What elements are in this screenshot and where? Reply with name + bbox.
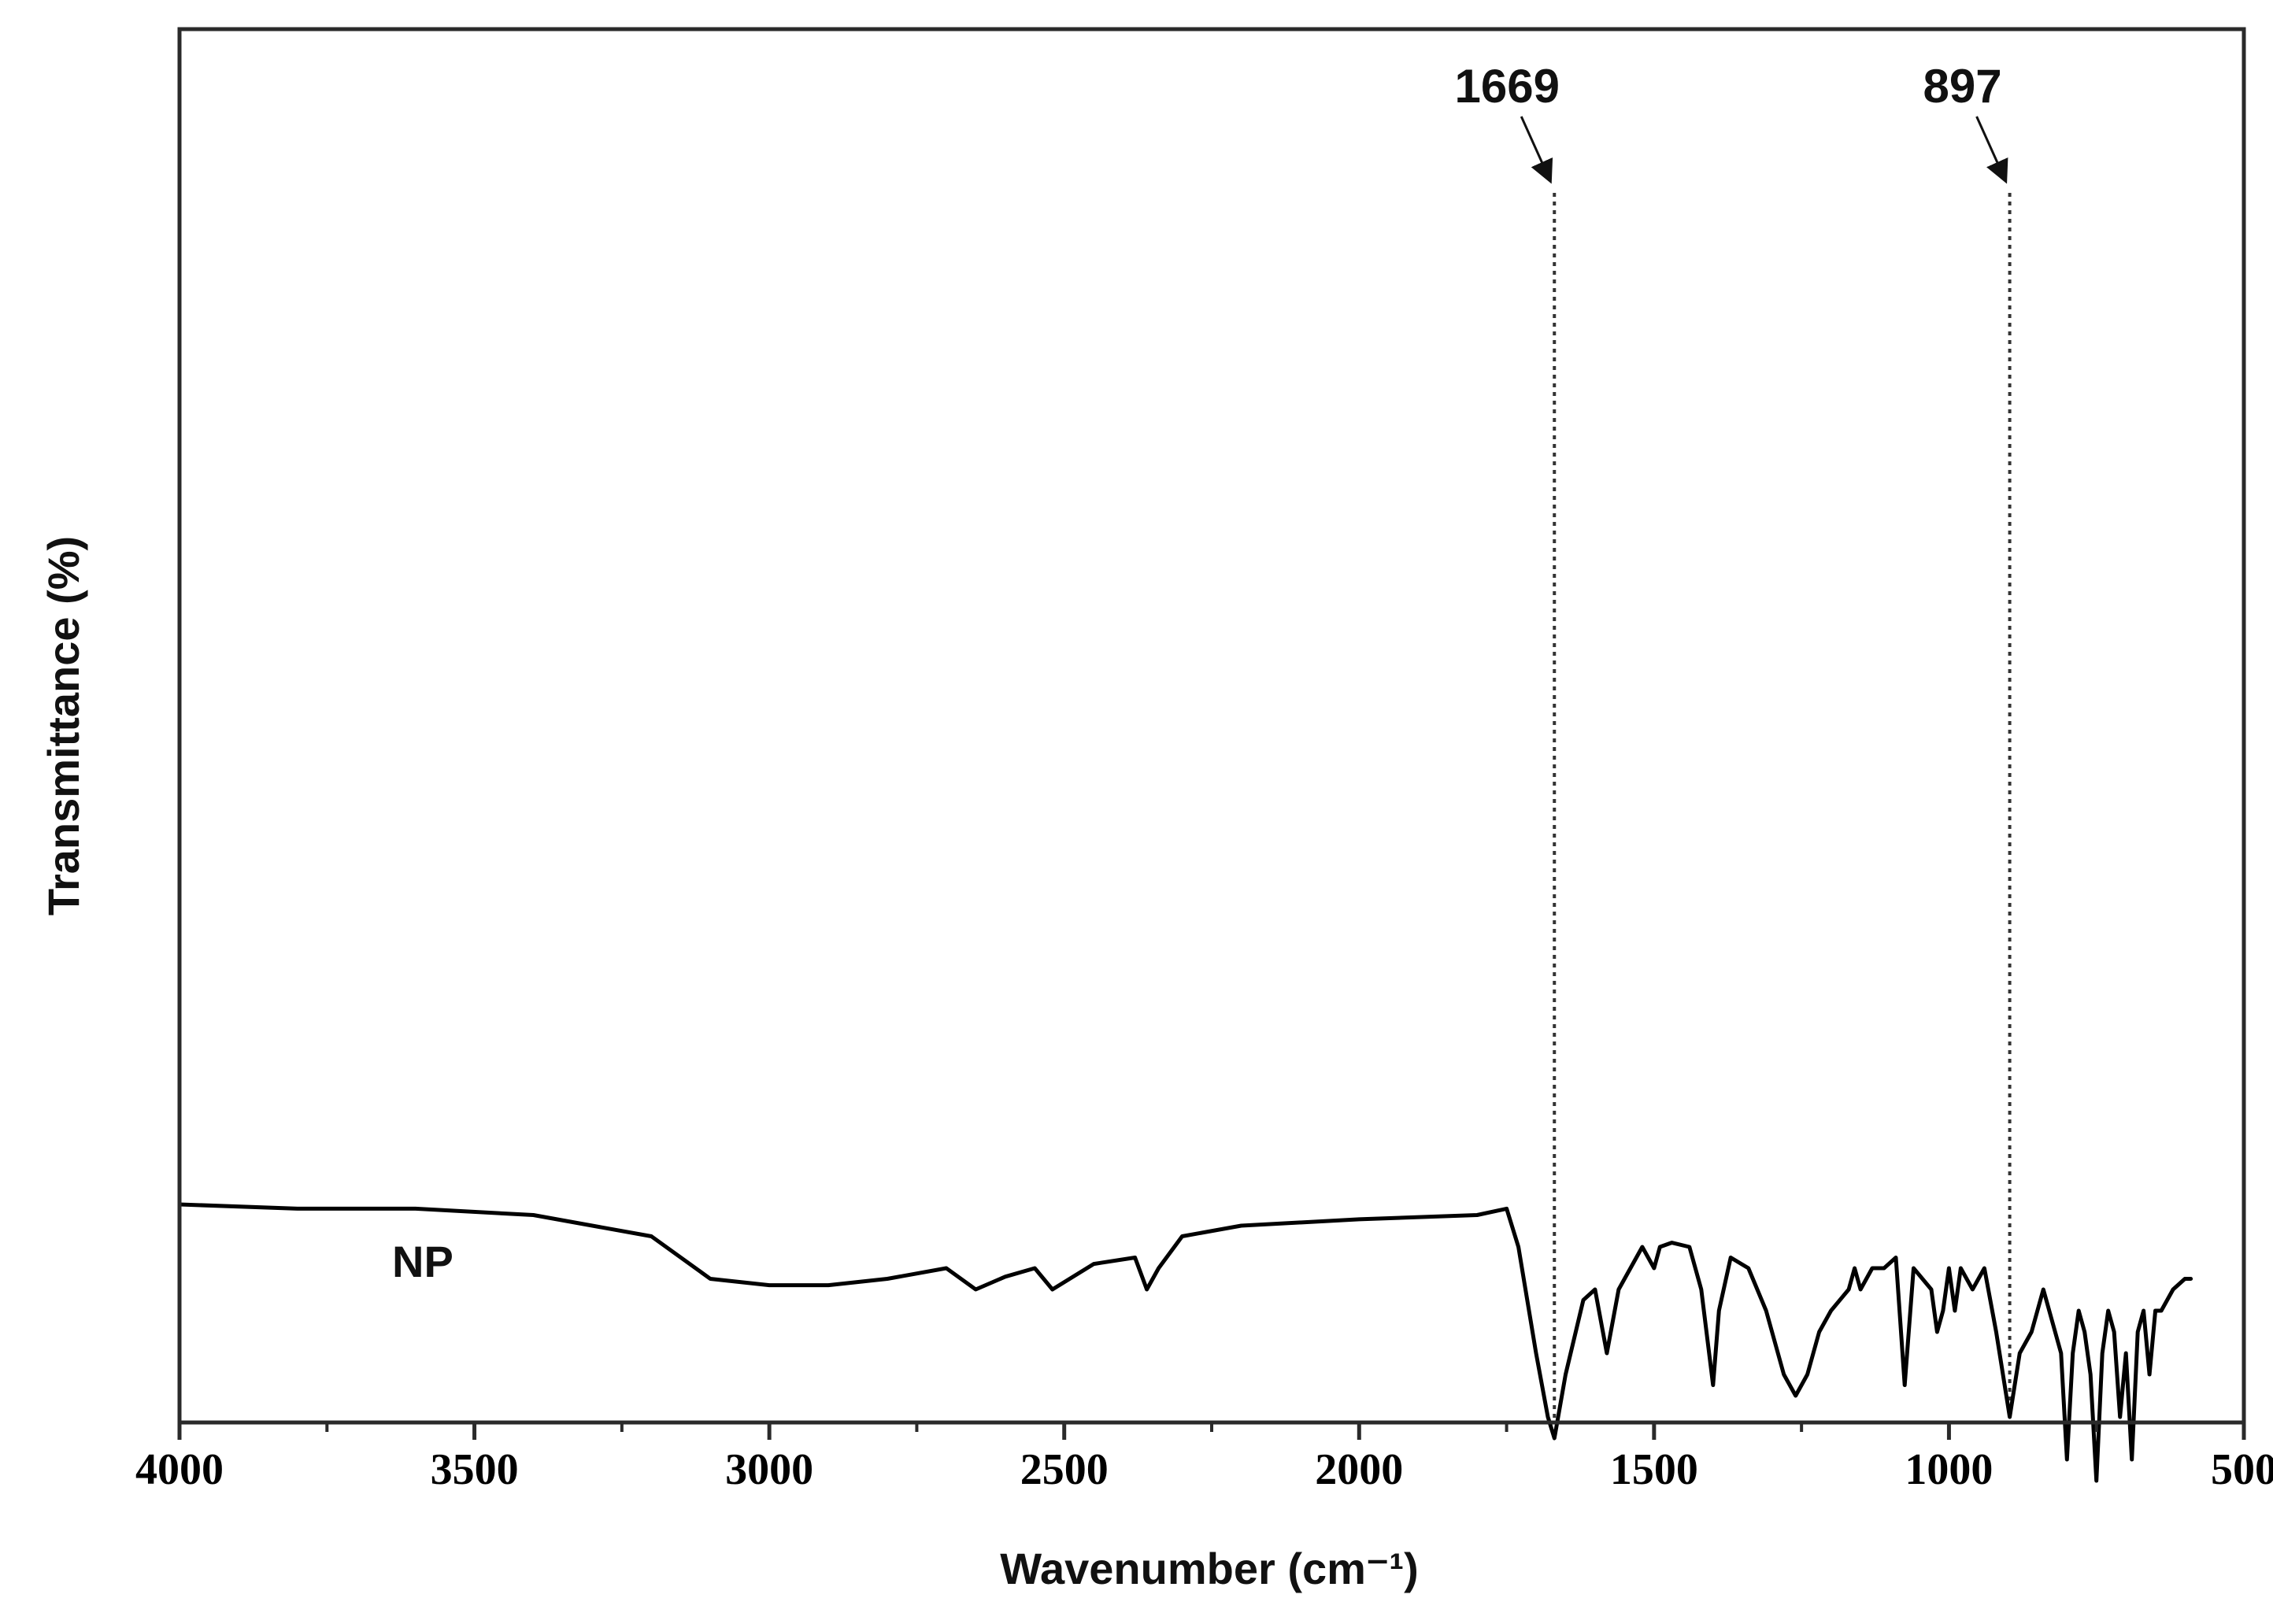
- annotation-label-1669: 1669: [1455, 60, 1560, 113]
- x-tick-label-2500: 2500: [1020, 1445, 1109, 1494]
- x-tick-label-3500: 3500: [431, 1445, 519, 1494]
- annotation-lines: [1553, 193, 2012, 1422]
- annotation-arrow-897: [1975, 116, 2008, 184]
- x-axis-title: Wavenumber (cm⁻¹): [1000, 1544, 1419, 1593]
- annotation-labels: 1669 897: [1455, 60, 2008, 184]
- x-tick-label-1500: 1500: [1610, 1445, 1698, 1494]
- series-label-4: NP: [392, 1237, 453, 1286]
- x-tick-label-1000: 1000: [1905, 1445, 1993, 1494]
- y-axis-title: Transmittance (%): [39, 536, 88, 916]
- x-tick-label-2000: 2000: [1315, 1445, 1403, 1494]
- series-line-4: [177, 1202, 2193, 1483]
- annotation-arrow-1669: [1520, 116, 1553, 184]
- series-lines: [177, 1202, 2193, 1483]
- x-axis-ticks: 4000 3500 3000 2500 2000 1500 1000 500: [135, 1422, 2273, 1494]
- series-labels: PPSU + 1.25 wt.% NPPPSU + 0.75 wt.% NPPP…: [392, 1237, 453, 1286]
- x-tick-label-4000: 4000: [135, 1445, 224, 1494]
- x-tick-label-500: 500: [2211, 1445, 2273, 1494]
- x-tick-label-3000: 3000: [725, 1445, 813, 1494]
- annotation-label-897: 897: [1923, 60, 2002, 113]
